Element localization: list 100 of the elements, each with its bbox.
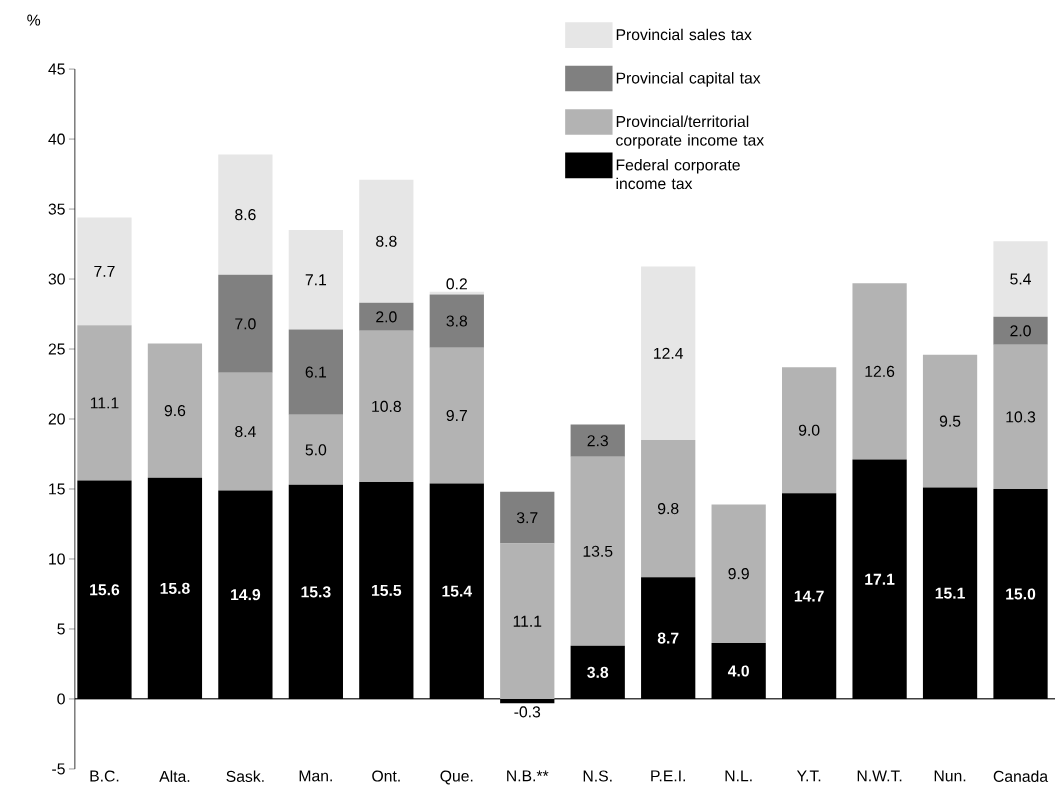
x-tick-label: Nun. xyxy=(934,770,966,782)
x-tick-label: P.E.I. xyxy=(651,770,685,782)
legend-label: Federal corporate income tax xyxy=(616,159,740,190)
bar xyxy=(993,316,1048,345)
data-label: -0.3 xyxy=(514,706,541,718)
data-label: 15.5 xyxy=(372,585,402,597)
data-label: 15.1 xyxy=(935,587,965,599)
data-label: 8.6 xyxy=(235,209,256,221)
y-tick-label: 25 xyxy=(48,343,65,355)
data-label: 15.4 xyxy=(442,585,473,597)
bar xyxy=(147,343,203,478)
x-tick-label: Ont. xyxy=(372,770,400,782)
y-tick-label: 15 xyxy=(49,483,65,495)
y-tick-label: 5 xyxy=(57,623,65,635)
x-tick-label: Man. xyxy=(299,770,332,782)
bar xyxy=(218,372,273,491)
data-label: 11.1 xyxy=(90,397,119,409)
data-label: 10.8 xyxy=(372,400,401,413)
legend-label: Provincial capital tax xyxy=(616,72,761,87)
data-label: 0.2 xyxy=(446,278,467,290)
x-tick-label: N.B.** xyxy=(507,770,549,782)
bar xyxy=(288,414,343,485)
bar xyxy=(359,302,414,331)
y-tick-label: 35 xyxy=(48,203,65,215)
data-label: 8.8 xyxy=(376,235,397,247)
x-tick-label: N.W.T. xyxy=(857,770,902,782)
bar xyxy=(77,325,132,481)
y-tick-label: 10 xyxy=(49,553,65,565)
data-label: 14.9 xyxy=(231,589,261,601)
data-label: 9.5 xyxy=(939,415,961,427)
x-tick-label: Sask. xyxy=(226,770,264,783)
data-label: 10.3 xyxy=(1006,411,1036,423)
y-tick-label: 0 xyxy=(57,693,65,705)
data-label: 11.1 xyxy=(513,616,542,627)
data-label: 4.0 xyxy=(727,665,749,677)
data-label: 6.1 xyxy=(305,366,327,378)
data-label: 9.9 xyxy=(728,568,749,580)
data-label: 15.8 xyxy=(160,582,190,595)
data-label: 13.5 xyxy=(583,545,613,557)
x-tick-label: Y.T. xyxy=(796,770,821,782)
data-label: 7.1 xyxy=(305,274,327,286)
x-tick-label: Alta. xyxy=(159,770,190,783)
x-tick-label: Canada xyxy=(993,770,1049,783)
data-label: 8.7 xyxy=(657,632,679,644)
bar xyxy=(218,154,273,275)
y-tick-label: 20 xyxy=(48,413,65,425)
bar xyxy=(570,456,625,646)
data-label: 2.0 xyxy=(376,311,397,323)
bar xyxy=(429,347,484,484)
bar xyxy=(77,217,132,326)
y-tick-label: 40 xyxy=(48,133,65,145)
data-label: 2.0 xyxy=(1010,325,1031,337)
bar xyxy=(993,241,1048,317)
data-label: 3.7 xyxy=(516,512,538,524)
data-label: 5.0 xyxy=(305,444,327,456)
bar xyxy=(500,491,555,544)
data-label: 12.4 xyxy=(654,347,684,359)
legend-label: Provincial sales tax xyxy=(616,28,752,41)
x-tick-label: N.S. xyxy=(583,770,612,782)
bar xyxy=(711,504,766,644)
data-label: 3.8 xyxy=(587,666,609,679)
data-label: 17.1 xyxy=(865,574,895,585)
bar xyxy=(782,367,837,494)
data-label: 14.7 xyxy=(794,590,824,602)
x-tick-label: Que. xyxy=(440,770,473,785)
y-axis-title: % xyxy=(27,14,41,26)
x-tick-label: B.C. xyxy=(90,770,119,782)
bar xyxy=(922,354,978,488)
bar xyxy=(359,179,414,303)
data-label: 3.8 xyxy=(446,315,468,327)
bar xyxy=(429,294,484,348)
bar xyxy=(641,266,696,441)
legend-label: Provincial/territorial corporate income tax xyxy=(616,115,764,150)
bar xyxy=(500,699,555,704)
bar xyxy=(852,283,907,460)
bar xyxy=(288,329,343,415)
x-tick-label: N.L. xyxy=(725,770,752,782)
bar xyxy=(500,543,555,700)
y-tick-label: 45 xyxy=(48,63,65,75)
data-label: 12.6 xyxy=(865,366,895,378)
data-label: 7.7 xyxy=(94,266,115,277)
bar xyxy=(993,344,1048,490)
data-label: 5.4 xyxy=(1010,273,1031,285)
bar xyxy=(288,230,343,330)
data-label: 9.7 xyxy=(446,410,467,422)
data-label: 15.3 xyxy=(301,586,331,598)
data-label: 9.6 xyxy=(164,405,186,417)
data-label: 7.0 xyxy=(235,318,256,330)
y-tick-label: 30 xyxy=(48,273,65,285)
bar xyxy=(570,424,625,457)
y-tick-label: -5 xyxy=(52,763,65,775)
data-label: 15.0 xyxy=(1006,588,1036,600)
bar xyxy=(641,440,696,578)
data-label: 15.6 xyxy=(90,584,120,596)
bar xyxy=(359,330,414,483)
data-label: 9.0 xyxy=(798,424,820,436)
data-label: 9.8 xyxy=(658,503,679,515)
bar xyxy=(218,274,273,373)
data-label: 2.3 xyxy=(587,435,608,447)
data-label: 8.4 xyxy=(235,426,256,438)
